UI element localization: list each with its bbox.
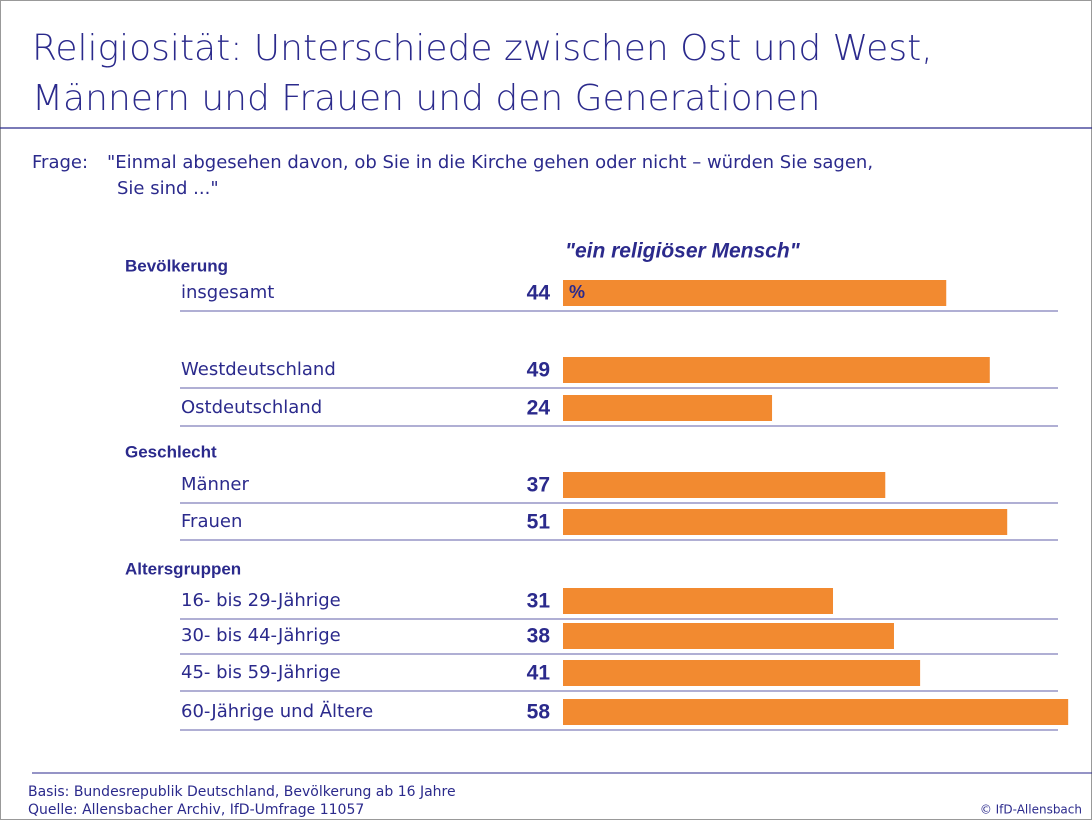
category-label: 60-Jährige und Ältere: [181, 701, 373, 722]
question: "Einmal abgesehen davon, ob Sie in die K…: [107, 152, 873, 173]
unit-label: %: [569, 282, 585, 302]
bar: [563, 623, 894, 649]
series-label: "ein religiöser Mensch": [565, 240, 801, 263]
group-label: Altersgruppen: [125, 559, 241, 578]
value-label: 31: [527, 590, 551, 613]
footnote: Basis: Bundesrepublik Deutschland, Bevöl…: [28, 784, 456, 800]
value-label: 49: [527, 359, 550, 382]
category-label: 45- bis 59-Jährige: [181, 662, 341, 683]
bar: [563, 395, 773, 421]
group-label: Geschlecht: [125, 442, 217, 461]
question: Sie sind ...": [117, 178, 219, 199]
value-label: 24: [527, 397, 551, 420]
value-label: 38: [527, 625, 551, 648]
category-label: 30- bis 44-Jährige: [181, 625, 341, 646]
category-label: 16- bis 29-Jährige: [181, 590, 341, 611]
bar: [563, 472, 886, 498]
chart-title: Religiosität: Unterschiede zwischen Ost …: [32, 28, 933, 69]
category-label: Westdeutschland: [181, 359, 336, 380]
value-label: 51: [527, 511, 551, 534]
question-label: Frage:: [32, 152, 88, 173]
group-label: Bevölkerung: [125, 256, 228, 275]
bar: [563, 588, 834, 614]
bar: [563, 699, 1069, 725]
bar: [563, 660, 921, 686]
value-label: 41: [527, 662, 551, 685]
bar: [563, 509, 1008, 535]
value-label: 44: [527, 282, 551, 305]
category-label: Frauen: [181, 511, 242, 532]
value-label: 58: [527, 701, 551, 724]
value-label: 37: [527, 474, 550, 497]
category-label: Ostdeutschland: [181, 397, 322, 418]
footnote: Quelle: Allensbacher Archiv, IfD-Umfrage…: [28, 802, 364, 818]
bar: [563, 280, 947, 306]
category-label: Männer: [181, 474, 249, 495]
chart-title: Männern und Frauen und den Generationen: [32, 78, 820, 119]
bar: [563, 357, 990, 383]
copyright: © IfD-Allensbach: [980, 803, 1082, 817]
category-label: insgesamt: [181, 282, 274, 303]
